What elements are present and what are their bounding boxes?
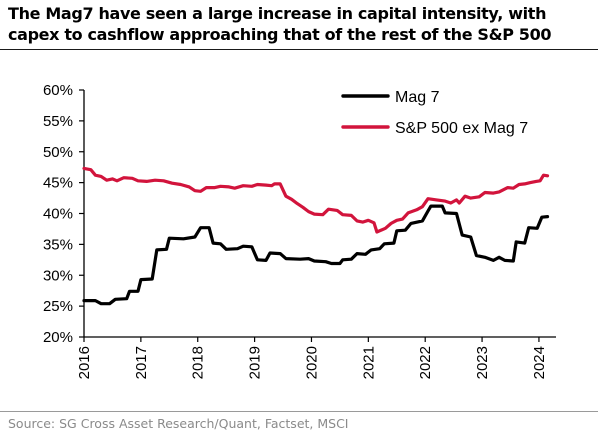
line-chart: 20% 25% 30% 35% 40% 45% 50% 55% 60% 2016 2017 2018 2… [43,82,556,379]
y-tick-label: 55% [43,113,73,130]
x-tick-label: 2017 [133,346,150,379]
x-tick-label: 2020 [303,346,320,379]
y-tick-label: 60% [43,82,73,99]
legend-label-sp500-ex-mag7: S&P 500 ex Mag 7 [395,120,528,137]
chart-title: The Mag7 have seen a large increase in c… [8,4,552,44]
y-tick-label: 35% [43,236,73,253]
y-tick-label: 20% [43,329,73,346]
y-tick-label: 25% [43,298,73,315]
chart-legend: Mag 7 S&P 500 ex Mag 7 [341,89,528,137]
legend-label-mag7: Mag 7 [395,89,440,106]
y-tick-label: 50% [43,144,73,161]
title-divider [0,49,598,50]
chart-series [82,166,550,306]
series-line-sp500-ex-mag7 [82,166,550,234]
x-tick-label: 2023 [474,346,491,379]
x-tick-label: 2019 [247,346,264,379]
y-tick-label: 45% [43,175,73,192]
y-tick-label: 40% [43,206,73,223]
y-tick-label: 30% [43,267,73,284]
x-tick-label: 2016 [76,346,93,379]
source-note: Source: SG Cross Asset Research/Quant, F… [8,416,349,431]
x-tick-label: 2022 [417,346,434,379]
x-tick-label: 2021 [360,346,377,379]
series-line-mag7 [82,204,550,306]
chart-axes: 20% 25% 30% 35% 40% 45% 50% 55% 60% 2016 2017 2018 2… [43,82,556,379]
footer-divider [0,411,598,412]
x-tick-label: 2024 [531,346,548,379]
x-tick-label: 2018 [190,346,207,379]
